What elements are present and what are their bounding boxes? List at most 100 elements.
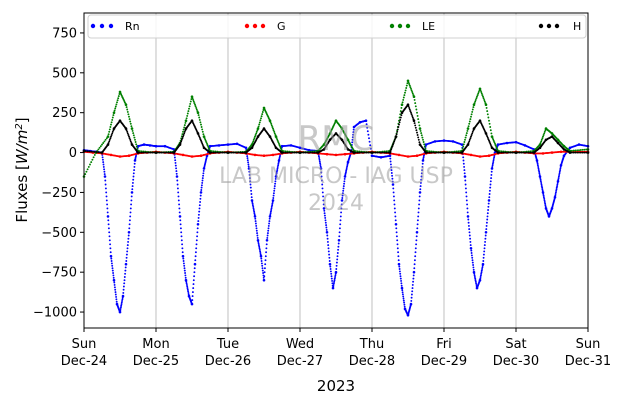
data-point-rn (247, 163, 250, 166)
data-point-rn (256, 232, 259, 235)
legend-marker-rn (90, 23, 96, 29)
data-point-le (408, 84, 411, 87)
data-point-h (228, 151, 231, 154)
data-point-le (198, 118, 201, 121)
data-point-h (208, 151, 212, 154)
data-point-rn (422, 154, 425, 157)
data-point-rn (543, 199, 546, 202)
data-point-le (132, 134, 135, 137)
data-point-rn (485, 221, 488, 224)
data-point-le (129, 120, 132, 123)
data-point-rn (540, 181, 543, 184)
data-point-le (474, 98, 477, 101)
data-point-rn (197, 220, 200, 223)
data-point-rn (105, 191, 108, 194)
data-point-h (183, 130, 186, 133)
data-point-le (185, 117, 188, 120)
data-point-rn (183, 269, 186, 272)
data-point-le (400, 103, 404, 106)
data-point-rn (396, 243, 399, 246)
data-point-rn (259, 250, 262, 253)
data-point-le (198, 116, 201, 119)
data-point-h (572, 151, 575, 154)
data-point-rn (253, 215, 257, 218)
data-point-le (385, 150, 388, 153)
data-point-le (481, 94, 484, 97)
data-point-rn (340, 199, 344, 202)
data-point-rn (328, 260, 331, 262)
data-point-rn (541, 186, 544, 189)
legend-marker-g (252, 23, 258, 29)
data-point-le (130, 127, 134, 130)
data-point-rn (369, 147, 372, 150)
data-point-rn (557, 177, 560, 180)
data-point-rn (556, 183, 559, 186)
data-point-h (488, 141, 491, 143)
data-point-rn (559, 169, 562, 172)
data-point-le (212, 150, 215, 153)
x-axis-title: 2023 (317, 377, 355, 395)
data-point-le (424, 147, 427, 150)
data-point-rn (411, 287, 414, 290)
data-point-rn (324, 221, 327, 224)
data-point-le (400, 106, 403, 109)
data-point-rn (320, 179, 323, 182)
data-point-rn (102, 161, 105, 164)
data-point-rn (191, 295, 194, 298)
data-point-rn (176, 179, 179, 182)
data-point-rn (255, 227, 258, 230)
data-point-le (108, 128, 111, 131)
data-point-rn (199, 194, 202, 197)
data-point-rn (539, 177, 542, 180)
data-point-rn (343, 182, 346, 185)
data-point-h (378, 151, 381, 154)
data-point-rn (393, 207, 396, 210)
data-point-rn (403, 303, 406, 306)
data-point-le (485, 106, 488, 109)
data-point-rn (186, 285, 189, 288)
data-point-le (482, 97, 485, 100)
data-point-rn (367, 133, 370, 136)
data-point-h (374, 151, 377, 154)
data-point-rn (334, 270, 338, 274)
data-point-h (110, 135, 112, 138)
data-point-rn (176, 187, 179, 190)
data-point-rn (196, 227, 199, 230)
x-tick-label-day: Sun (72, 337, 97, 352)
data-point-h (183, 132, 186, 135)
data-point-rn (199, 191, 203, 194)
data-point-rn (395, 231, 398, 234)
legend-marker-g (244, 23, 250, 29)
data-point-rn (338, 227, 341, 230)
data-point-le (273, 130, 276, 133)
data-point-rn (132, 172, 135, 175)
data-point-rn (121, 299, 124, 302)
data-point-rn (491, 164, 494, 167)
data-point-le (479, 89, 482, 92)
data-point-rn (103, 175, 107, 178)
data-point-rn (180, 235, 183, 238)
data-point-rn (352, 133, 355, 136)
x-tick-label-day: Mon (142, 337, 169, 352)
data-point-rn (128, 219, 131, 222)
data-point-rn (399, 272, 402, 275)
data-point-le (402, 98, 405, 101)
data-point-h (239, 151, 242, 154)
data-point-h (88, 150, 91, 153)
data-point-rn (557, 178, 560, 181)
data-point-rn (397, 262, 401, 266)
data-point-rn (538, 172, 541, 175)
data-point-h (156, 151, 159, 154)
data-point-le (574, 149, 577, 152)
data-point-le (470, 113, 473, 116)
data-point-le (128, 115, 130, 118)
data-point-h (385, 151, 388, 154)
legend-marker-le (389, 23, 395, 29)
data-point-rn (417, 211, 420, 214)
data-point-rn (472, 264, 475, 266)
data-point-rn (181, 247, 184, 250)
data-point-h (110, 134, 113, 136)
data-point-le (182, 128, 185, 131)
data-point-rn (129, 207, 132, 210)
